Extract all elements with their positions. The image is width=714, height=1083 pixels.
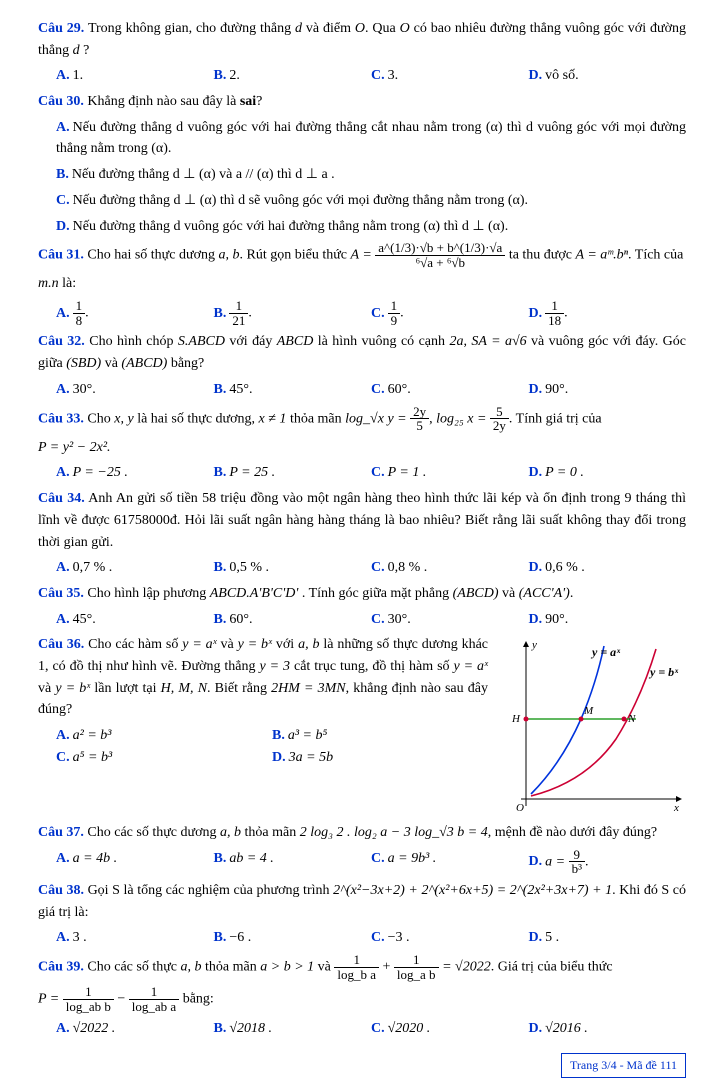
- svg-text:O: O: [516, 802, 524, 814]
- q36-graph: H M N O x y y = aˣ y = bˣ: [496, 634, 686, 822]
- q30-num: Câu 30.: [38, 94, 84, 109]
- svg-text:y = bˣ: y = bˣ: [648, 665, 679, 679]
- q39: Câu 39. Cho các số thực a, b thỏa mãn a …: [38, 953, 686, 981]
- q38: Câu 38. Gọi S là tổng các nghiệm của phư…: [38, 880, 686, 923]
- svg-text:x: x: [673, 802, 679, 814]
- svg-text:y: y: [531, 639, 537, 651]
- svg-text:y = aˣ: y = aˣ: [590, 645, 621, 659]
- graph-H: H: [511, 713, 521, 725]
- q31: Câu 31. Cho hai số thực dương a, b. Rút …: [38, 241, 686, 269]
- q29-num: Câu 29.: [38, 21, 84, 36]
- q34: Câu 34. Anh An gửi số tiền 58 triệu đồng…: [38, 488, 686, 553]
- q30: Câu 30. Khẳng định nào sau đây là sai?: [38, 91, 686, 113]
- graph-M: M: [583, 705, 594, 717]
- q29: Câu 29. Trong không gian, cho đường thẳn…: [38, 18, 686, 61]
- graph-N: N: [627, 713, 636, 725]
- q36: Câu 36. Cho các hàm số y = aˣ và y = bˣ …: [38, 634, 488, 721]
- q37: Câu 37. Cho các số thực dương a, b thỏa …: [38, 822, 686, 844]
- q29-opts: A.1. B.2. C.3. D.vô số.: [56, 65, 686, 87]
- q32: Câu 32. Cho hình chóp S.ABCD với đáy ABC…: [38, 331, 686, 374]
- q31-opts: A.18. B.121. C.19. D.118.: [56, 299, 686, 327]
- q33: Câu 33. Cho x, y là hai số thực dương, x…: [38, 405, 686, 433]
- page-footer: Trang 3/4 - Mã đề 111: [561, 1053, 686, 1078]
- q35: Câu 35. Cho hình lập phương ABCD.A'B'C'D…: [38, 583, 686, 605]
